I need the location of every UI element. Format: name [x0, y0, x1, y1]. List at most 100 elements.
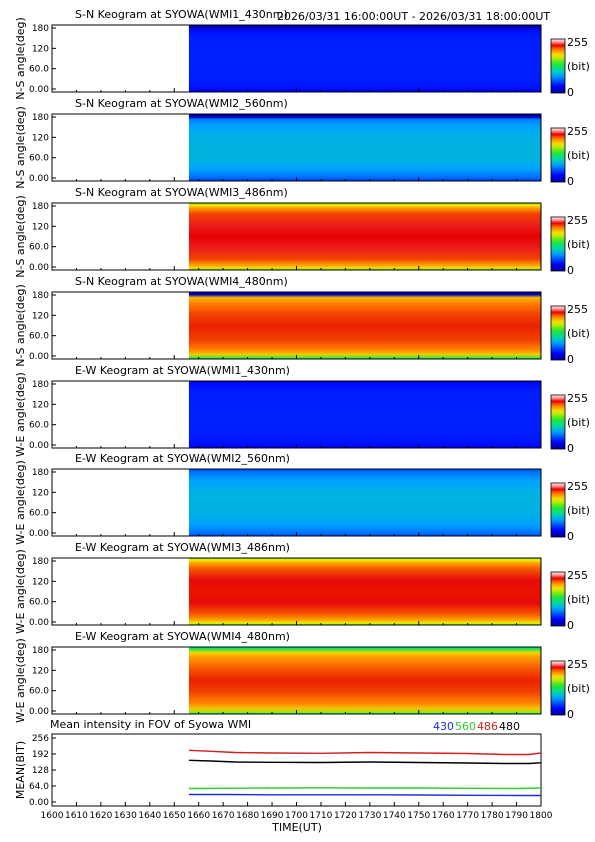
legend-entry-486: 486: [477, 720, 498, 733]
y-axis-label: W-E angle(deg): [14, 638, 27, 723]
y-tick-label: 0.00: [29, 618, 49, 628]
x-tick-label: 1750: [407, 811, 430, 821]
x-tick-label: 1620: [89, 811, 112, 821]
y-tick-label: 120: [32, 133, 49, 143]
x-tick-label: 1790: [505, 811, 528, 821]
y-axis-label: W-E angle(deg): [14, 460, 27, 545]
y-tick-label: 180: [32, 380, 49, 390]
panel-title: S-N Keogram at SYOWA(WMI3_486nm): [75, 186, 288, 199]
x-tick-label: 1680: [236, 811, 259, 821]
x-tick-label: 1600: [41, 811, 64, 821]
y-axis-label: N-S angle(deg): [14, 284, 27, 367]
y-axis-label: W-E angle(deg): [14, 549, 27, 634]
y-tick-label: 0.00: [29, 798, 49, 808]
keogram-image: [188, 114, 542, 181]
keogram-panel-1: S-N Keogram at SYOWA(WMI1_430nm) 180 120 60…: [14, 8, 590, 100]
colorbar: [550, 216, 566, 272]
y-tick-label: 120: [32, 311, 49, 321]
x-tick-label: 1650: [163, 811, 186, 821]
colorbar-max-label: 255: [567, 480, 588, 493]
colorbar-max-label: 255: [567, 569, 588, 582]
y-axis-label: N-S angle(deg): [14, 106, 27, 189]
y-axis-label: N-S angle(deg): [14, 195, 27, 278]
y-tick-label: 180: [32, 557, 49, 567]
y-tick-label: 60.0: [29, 687, 49, 697]
y-tick-label: 64.0: [29, 782, 49, 792]
colorbar-unit-label: (bit): [567, 238, 590, 251]
y-tick-label: 120: [32, 577, 49, 587]
x-tick-label: 1690: [261, 811, 284, 821]
x-tick-label: 1760: [432, 811, 455, 821]
series-line-486: [188, 749, 542, 756]
y-tick-label: 0.00: [29, 441, 49, 451]
y-tick-label: 120: [32, 400, 49, 410]
x-tick-label: 1660: [187, 811, 210, 821]
x-tick-label: 1610: [65, 811, 88, 821]
y-tick-label: 0.00: [29, 352, 49, 362]
colorbar: [550, 394, 566, 450]
y-tick-label: 120: [32, 666, 49, 676]
colorbar-min-label: 0: [567, 619, 574, 632]
colorbar-min-label: 0: [567, 175, 574, 188]
colorbar-max-label: 255: [567, 125, 588, 138]
keogram-image: [188, 647, 542, 714]
time-range-label: 2026/03/31 16:00:00UT - 2026/03/31 18:00…: [277, 10, 550, 23]
y-tick-label: 192: [32, 750, 49, 760]
y-axis-label: MEAN(BIT): [14, 741, 27, 799]
y-tick-label: 180: [32, 646, 49, 656]
y-tick-label: 60.0: [29, 65, 49, 75]
series-line-560: [188, 787, 542, 790]
panel-title: Mean intensity in FOV of Syowa WMI: [50, 718, 251, 731]
panel-title: S-N Keogram at SYOWA(WMI1_430nm): [75, 8, 288, 21]
keogram-image: [188, 469, 542, 536]
colorbar-max-label: 255: [567, 303, 588, 316]
y-tick-label: 180: [32, 202, 49, 212]
legend-entry-560: 560: [455, 720, 476, 733]
colorbar-max-label: 255: [567, 36, 588, 49]
keogram-panel-5: E-W Keogram at SYOWA(WMI1_430nm) 180 120 60…: [14, 364, 590, 457]
colorbar: [550, 305, 566, 361]
keogram-image: [188, 381, 542, 448]
x-axis-label: TIME(UT): [271, 821, 322, 834]
x-tick-label: 1670: [212, 811, 235, 821]
y-tick-label: 180: [32, 468, 49, 478]
y-tick-label: 256: [32, 734, 49, 744]
y-tick-label: 0.00: [29, 529, 49, 539]
keogram-image: [188, 292, 542, 359]
colorbar-min-label: 0: [567, 264, 574, 277]
panel-title: E-W Keogram at SYOWA(WMI2_560nm): [75, 452, 290, 465]
y-axis-label: W-E angle(deg): [14, 372, 27, 457]
y-tick-label: 60.0: [29, 154, 49, 164]
y-tick-label: 0.00: [29, 707, 49, 717]
keogram-image: [188, 203, 542, 270]
panel-title: E-W Keogram at SYOWA(WMI3_486nm): [75, 541, 290, 554]
y-tick-label: 60.0: [29, 421, 49, 431]
keogram-panel-7: E-W Keogram at SYOWA(WMI3_486nm) 180 120 60…: [14, 541, 590, 634]
x-tick-label: 1730: [358, 811, 381, 821]
colorbar-unit-label: (bit): [567, 593, 590, 606]
colorbar-max-label: 255: [567, 658, 588, 671]
keogram-panel-4: S-N Keogram at SYOWA(WMI4_480nm) 180 120 60…: [14, 275, 590, 367]
panel-title: E-W Keogram at SYOWA(WMI1_430nm): [75, 364, 290, 377]
x-tick-label: 1710: [309, 811, 332, 821]
colorbar-min-label: 0: [567, 708, 574, 721]
colorbar-min-label: 0: [567, 530, 574, 543]
y-tick-label: 0.00: [29, 263, 49, 273]
colorbar-unit-label: (bit): [567, 149, 590, 162]
keogram-panel-8: E-W Keogram at SYOWA(WMI4_480nm) 180 120 60…: [14, 630, 590, 723]
y-tick-label: 120: [32, 44, 49, 54]
colorbar: [550, 127, 566, 183]
colorbar-max-label: 255: [567, 392, 588, 405]
y-tick-label: 120: [32, 488, 49, 498]
x-tick-label: 1780: [481, 811, 504, 821]
panel-title: S-N Keogram at SYOWA(WMI2_560nm): [75, 97, 288, 110]
x-tick-label: 1720: [334, 811, 357, 821]
keogram-panel-3: S-N Keogram at SYOWA(WMI3_486nm) 180 120 60…: [14, 186, 590, 278]
colorbar-unit-label: (bit): [567, 416, 590, 429]
y-tick-label: 60.0: [29, 243, 49, 253]
colorbar: [550, 571, 566, 627]
y-tick-label: 60.0: [29, 598, 49, 608]
colorbar-min-label: 0: [567, 353, 574, 366]
colorbar: [550, 38, 566, 94]
y-tick-label: 180: [32, 291, 49, 301]
